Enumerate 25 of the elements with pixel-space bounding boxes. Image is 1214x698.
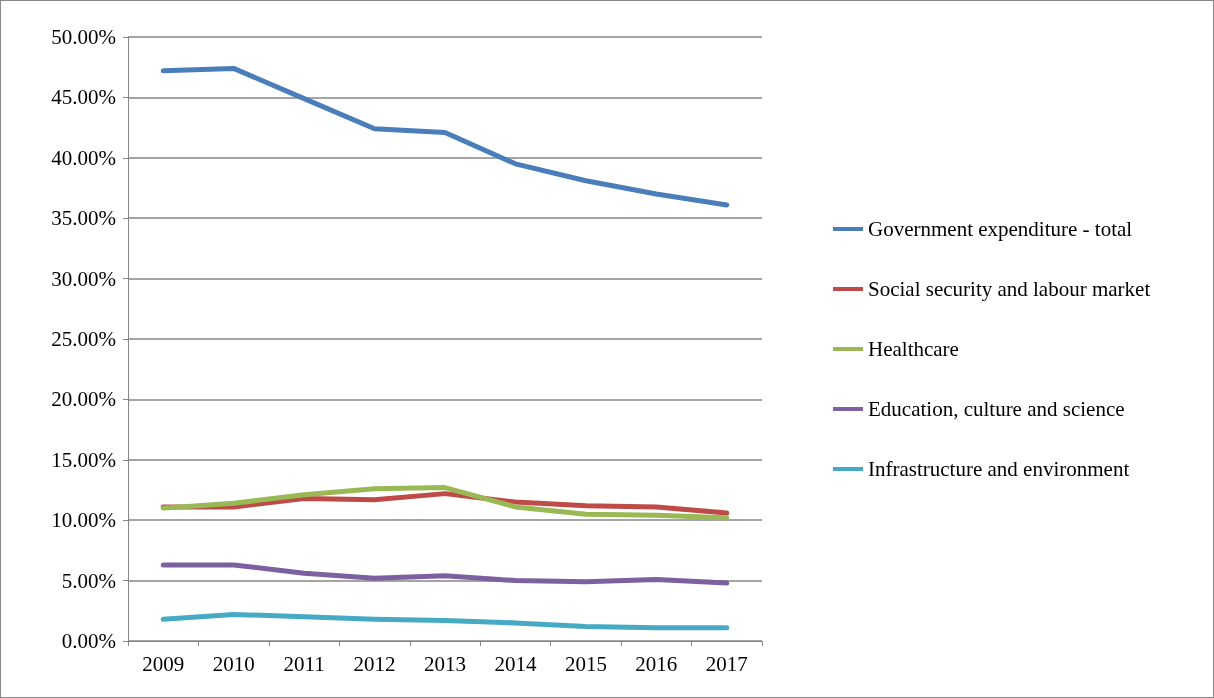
x-tick-label: 2012 <box>353 651 396 676</box>
x-tick-label: 2013 <box>424 651 466 676</box>
legend-label: Education, culture and science <box>868 397 1125 421</box>
y-tick-label: 5.00% <box>61 568 116 593</box>
y-tick-label: 50.00% <box>51 25 116 49</box>
y-tick-label: 35.00% <box>51 206 116 231</box>
legend-label: Government expenditure - total <box>868 217 1133 241</box>
x-tick-label: 2014 <box>494 651 537 676</box>
y-tick-label: 40.00% <box>51 145 116 170</box>
x-tick-label: 2010 <box>212 651 255 676</box>
y-tick-label: 0.00% <box>61 629 116 653</box>
x-tick-label: 2017 <box>705 651 748 676</box>
y-tick-label: 25.00% <box>51 327 116 351</box>
y-tick-label: 10.00% <box>51 508 116 533</box>
y-tick-label: 30.00% <box>51 266 116 291</box>
x-tick-label: 2015 <box>564 651 607 676</box>
legend-label: Infrastructure and environment <box>868 457 1130 481</box>
x-tick-label: 2011 <box>283 651 325 676</box>
legend-label: Social security and labour market <box>868 277 1151 301</box>
x-tick-label: 2009 <box>142 651 185 676</box>
legend-label: Healthcare <box>868 337 959 361</box>
y-tick-label: 45.00% <box>51 85 116 110</box>
y-tick-label: 15.00% <box>51 447 116 472</box>
y-tick-label: 20.00% <box>51 387 116 412</box>
x-tick-label: 2016 <box>635 651 678 676</box>
